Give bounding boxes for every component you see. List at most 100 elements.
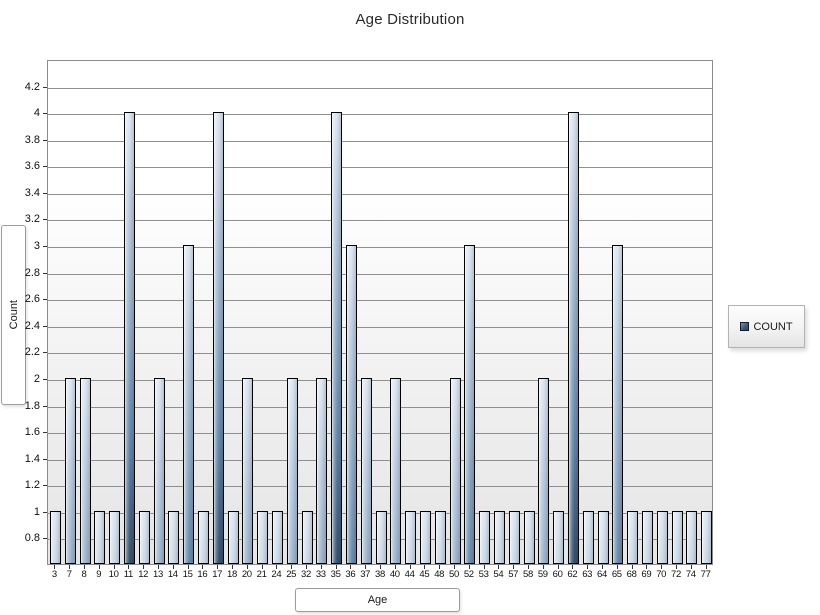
x-tick-label: 12 [138, 569, 149, 580]
y-tick-label: 2.6 [24, 293, 40, 306]
gridline [48, 140, 712, 142]
y-tick-label: 1 [33, 505, 40, 518]
gridline [48, 220, 712, 222]
plot-area [47, 60, 713, 565]
bar-age-11 [123, 112, 135, 564]
x-tick-mark [158, 565, 159, 569]
y-tick-label: 3.8 [24, 133, 40, 146]
x-tick-mark [380, 565, 381, 569]
x-tick-mark [705, 565, 707, 569]
x-tick-mark [483, 565, 485, 569]
gridline [48, 433, 712, 435]
x-tick-label: 63 [582, 569, 593, 580]
y-tick-mark [43, 219, 47, 221]
bar-age-77 [701, 511, 712, 564]
gridline [48, 379, 712, 381]
x-tick-label: 20 [241, 569, 252, 580]
bar-age-74 [686, 511, 698, 564]
y-tick-mark [43, 432, 47, 434]
y-tick-mark [43, 86, 47, 88]
x-tick-label: 58 [523, 569, 533, 580]
x-tick-label: 70 [656, 569, 667, 580]
legend: COUNT [728, 305, 805, 348]
y-tick-mark [43, 405, 47, 407]
bar-age-63 [582, 511, 594, 564]
x-tick-mark [172, 565, 174, 569]
x-tick-label: 40 [389, 569, 400, 580]
x-tick-label: 48 [434, 569, 445, 580]
bar-age-15 [183, 245, 195, 564]
y-tick-label: 2 [33, 372, 40, 385]
x-tick-mark [365, 565, 367, 569]
x-tick-label: 16 [197, 569, 208, 580]
bar-age-65 [612, 245, 624, 564]
x-tick-mark [409, 565, 411, 569]
x-tick-label: 17 [212, 569, 223, 580]
x-tick-label: 60 [552, 569, 563, 580]
x-tick-label: 77 [700, 569, 711, 580]
y-tick-label: 2.2 [24, 346, 40, 359]
x-tick-mark [202, 565, 204, 569]
y-tick-label: 3.6 [24, 160, 40, 173]
y-tick-label: 3.4 [24, 186, 40, 199]
gridline [48, 247, 712, 249]
y-tick-mark [43, 299, 47, 301]
x-tick-mark [646, 565, 648, 569]
x-tick-mark [498, 565, 500, 569]
y-tick-label: 1.2 [24, 479, 40, 492]
bar-age-50 [449, 378, 461, 564]
x-tick-mark [394, 565, 396, 569]
y-tick-label: 1.8 [24, 399, 40, 412]
legend-marker-icon [740, 322, 750, 331]
x-tick-label: 11 [123, 569, 134, 580]
legend-label: COUNT [753, 320, 793, 333]
gridline [48, 406, 712, 408]
x-axis-title: Age [367, 594, 388, 606]
x-tick-label: 45 [419, 569, 430, 580]
x-tick-mark [542, 565, 544, 569]
bar-age-70 [656, 511, 668, 564]
x-tick-mark [261, 565, 263, 569]
bar-age-21 [257, 511, 269, 564]
x-tick-mark [143, 565, 145, 569]
y-tick-label: 3.2 [24, 213, 40, 226]
y-tick-mark [43, 192, 47, 194]
x-tick-mark [98, 565, 100, 569]
x-tick-label: 38 [375, 569, 385, 580]
x-tick-label: 52 [463, 569, 474, 580]
x-tick-mark [454, 565, 455, 569]
x-tick-mark [128, 565, 130, 569]
bar-age-52 [464, 245, 476, 564]
x-tick-mark [676, 565, 677, 569]
y-tick-mark [43, 325, 47, 327]
y-tick-label: 2.8 [24, 266, 40, 279]
x-tick-label: 65 [611, 569, 622, 580]
bar-age-35 [331, 112, 343, 564]
y-tick-mark [43, 458, 47, 460]
bar-age-16 [197, 511, 209, 564]
bar-age-38 [375, 511, 387, 564]
x-tick-mark [631, 565, 633, 569]
x-tick-label: 69 [641, 569, 652, 580]
bar-age-14 [168, 511, 180, 564]
bar-age-60 [553, 511, 565, 564]
x-tick-label: 33 [315, 569, 326, 580]
x-tick-mark [320, 565, 322, 569]
y-tick-label: 2.4 [24, 319, 40, 332]
gridline [48, 114, 712, 116]
bar-age-10 [109, 511, 121, 564]
gridline [48, 167, 712, 169]
bar-age-58 [523, 511, 535, 564]
bar-age-64 [597, 511, 609, 564]
bar-age-40 [390, 378, 402, 564]
x-tick-label: 64 [597, 569, 607, 580]
bar-age-62 [567, 112, 579, 564]
x-tick-label: 50 [449, 569, 459, 580]
x-tick-label: 62 [567, 569, 578, 580]
bar-age-53 [479, 511, 491, 564]
bar-age-20 [242, 378, 254, 564]
x-tick-label: 59 [537, 569, 548, 580]
y-tick-label: 4 [33, 107, 40, 120]
x-tick-mark [276, 565, 278, 569]
bar-age-7 [64, 378, 76, 564]
